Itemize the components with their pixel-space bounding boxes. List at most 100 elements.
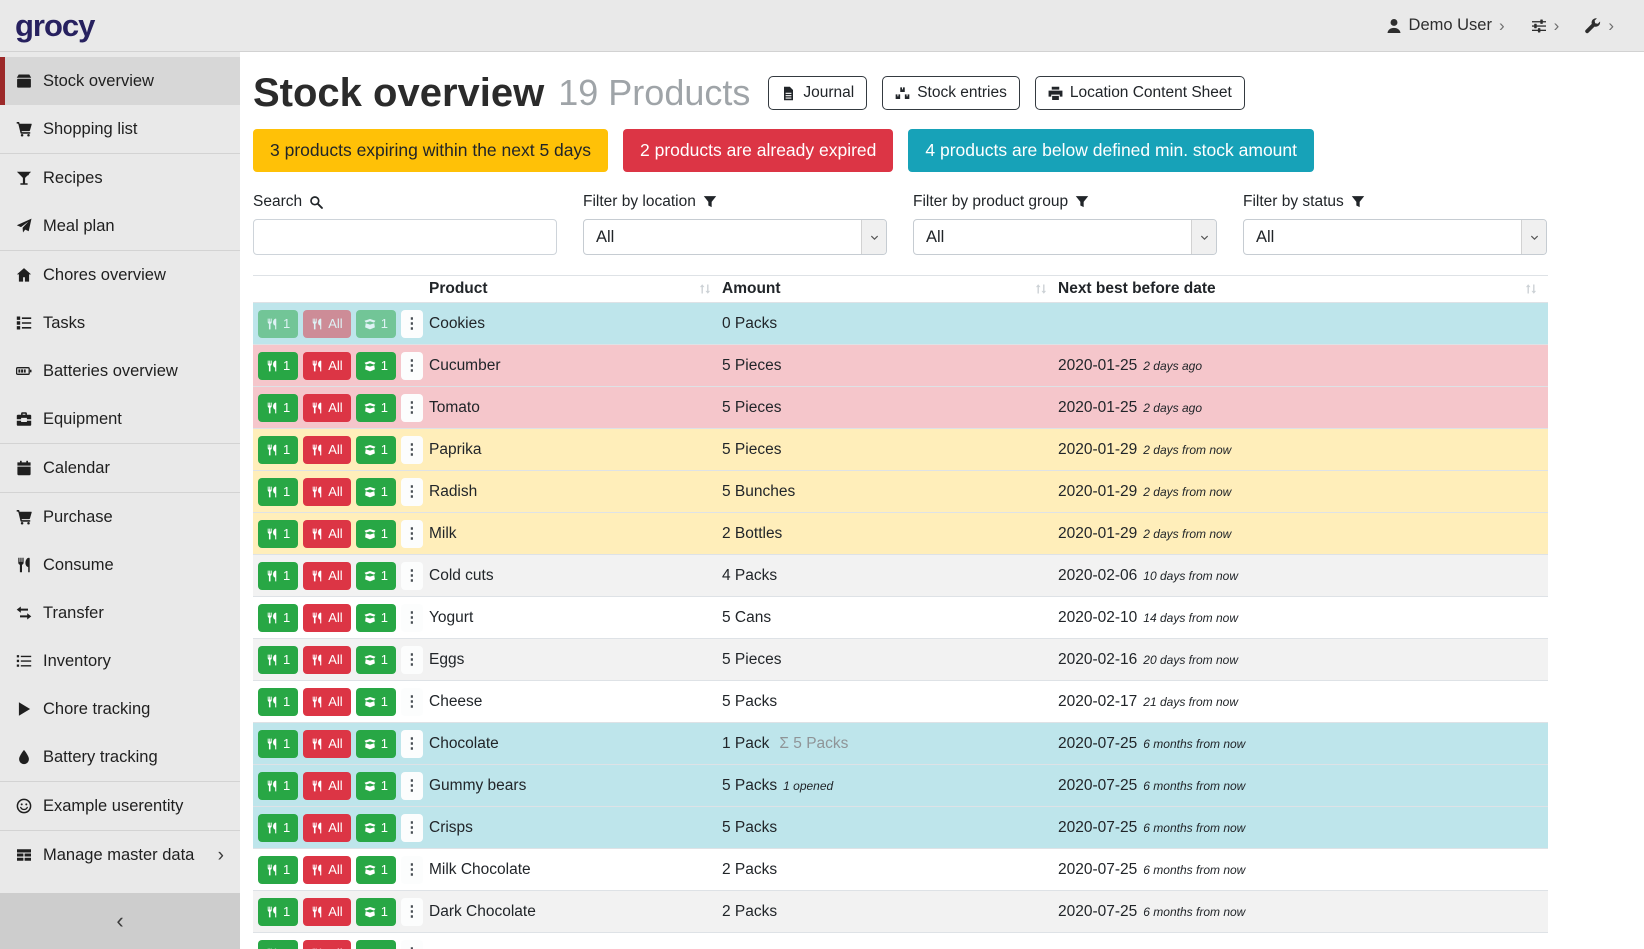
consume-all-button[interactable]: All [303,310,350,338]
consume-all-button[interactable]: All [303,478,350,506]
sidebar-item-purchase[interactable]: Purchase [0,493,240,541]
consume-all-button[interactable]: All [303,562,350,590]
sidebar-item-stock-overview[interactable]: Stock overview [0,57,240,105]
sort-icon[interactable] [1524,282,1538,296]
open-one-button[interactable]: 1 [356,478,396,506]
open-one-button[interactable]: 1 [356,562,396,590]
sidebar-item-batteries-overview[interactable]: Batteries overview [0,347,240,395]
sort-icon[interactable] [1034,282,1048,296]
row-menu-button[interactable]: ⋮ [401,352,423,380]
sidebar-item-recipes[interactable]: Recipes [0,154,240,202]
consume-one-button[interactable]: 1 [258,898,298,926]
consume-one-button[interactable]: 1 [258,730,298,758]
user-menu[interactable]: Demo User › [1386,16,1505,35]
open-one-button[interactable]: 1 [356,646,396,674]
row-menu-button[interactable]: ⋮ [401,604,423,632]
consume-one-button[interactable]: 1 [258,646,298,674]
consume-one-button[interactable]: 1 [258,856,298,884]
consume-all-button[interactable]: All [303,394,350,422]
journal-button[interactable]: Journal [768,76,867,110]
row-menu-button[interactable]: ⋮ [401,520,423,548]
sidebar-item-transfer[interactable]: Transfer [0,589,240,637]
consume-all-button[interactable]: All [303,898,350,926]
danger-banner[interactable]: 2 products are already expired [623,129,893,172]
open-one-button[interactable]: 1 [356,394,396,422]
sidebar-item-example-userentity[interactable]: Example userentity [0,782,240,830]
filter-by-location-select[interactable]: All [583,219,887,255]
open-one-button[interactable]: 1 [356,730,396,758]
consume-one-button[interactable]: 1 [258,772,298,800]
sidebar-item-battery-tracking[interactable]: Battery tracking [0,733,240,781]
info-banner[interactable]: 4 products are below defined min. stock … [908,129,1314,172]
consume-one-button[interactable]: 1 [258,520,298,548]
consume-all-button[interactable]: All [303,772,350,800]
sidebar-item-tasks[interactable]: Tasks [0,299,240,347]
open-one-button[interactable]: 1 [356,688,396,716]
admin-menu[interactable]: › [1585,17,1614,34]
consume-one-button[interactable]: 1 [258,814,298,842]
row-menu-button[interactable]: ⋮ [401,940,423,949]
consume-one-button[interactable]: 1 [258,478,298,506]
row-menu-button[interactable]: ⋮ [401,730,423,758]
open-one-button[interactable]: 1 [356,310,396,338]
sidebar-item-equipment[interactable]: Equipment [0,395,240,443]
row-menu-button[interactable]: ⋮ [401,436,423,464]
row-menu-button[interactable]: ⋮ [401,646,423,674]
app-logo[interactable]: grocy [15,8,94,44]
search-input[interactable] [253,219,557,255]
row-menu-button[interactable]: ⋮ [401,772,423,800]
consume-one-button[interactable]: 1 [258,436,298,464]
open-one-button[interactable]: 1 [356,352,396,380]
row-menu-button[interactable]: ⋮ [401,814,423,842]
row-menu-button[interactable]: ⋮ [401,856,423,884]
row-menu-button[interactable]: ⋮ [401,478,423,506]
open-one-button[interactable]: 1 [356,604,396,632]
sidebar-item-consume[interactable]: Consume [0,541,240,589]
consume-one-button[interactable]: 1 [258,688,298,716]
open-one-button[interactable]: 1 [356,814,396,842]
consume-all-button[interactable]: All [303,814,350,842]
sidebar-item-chore-tracking[interactable]: Chore tracking [0,685,240,733]
open-one-button[interactable]: 1 [356,856,396,884]
consume-all-button[interactable]: All [303,688,350,716]
open-one-button[interactable]: 1 [356,940,396,949]
consume-all-button[interactable]: All [303,730,350,758]
open-one-button[interactable]: 1 [356,898,396,926]
consume-all-button[interactable]: All [303,436,350,464]
consume-all-button[interactable]: All [303,520,350,548]
header-product[interactable]: Product [429,280,722,298]
open-one-button[interactable]: 1 [356,772,396,800]
consume-one-button[interactable]: 1 [258,394,298,422]
row-menu-button[interactable]: ⋮ [401,310,423,338]
open-one-button[interactable]: 1 [356,436,396,464]
row-menu-button[interactable]: ⋮ [401,562,423,590]
consume-one-button[interactable]: 1 [258,562,298,590]
sidebar-collapse-button[interactable]: ‹ [0,893,240,949]
sidebar-item-meal-plan[interactable]: Meal plan [0,202,240,250]
row-menu-button[interactable]: ⋮ [401,394,423,422]
open-one-button[interactable]: 1 [356,520,396,548]
sidebar-item-manage-master-data[interactable]: Manage master data › [0,831,240,879]
consume-all-button[interactable]: All [303,646,350,674]
consume-one-button[interactable]: 1 [258,604,298,632]
header-amount[interactable]: Amount [722,280,1058,298]
location-content-sheet-button[interactable]: Location Content Sheet [1035,76,1245,110]
row-menu-button[interactable]: ⋮ [401,898,423,926]
warning-banner[interactable]: 3 products expiring within the next 5 da… [253,129,608,172]
consume-all-button[interactable]: All [303,940,350,949]
header-date[interactable]: Next best before date [1058,280,1548,298]
sidebar-item-inventory[interactable]: Inventory [0,637,240,685]
stock-entries-button[interactable]: Stock entries [882,76,1020,110]
sidebar-item-calendar[interactable]: Calendar [0,444,240,492]
filter-by-status-select[interactable]: All [1243,219,1547,255]
sidebar-item-shopping-list[interactable]: Shopping list [0,105,240,153]
filter-by-product-group-select[interactable]: All [913,219,1217,255]
settings-menu[interactable]: › [1531,17,1560,34]
consume-one-button[interactable]: 1 [258,940,298,949]
consume-one-button[interactable]: 1 [258,310,298,338]
sidebar-item-chores-overview[interactable]: Chores overview [0,251,240,299]
consume-all-button[interactable]: All [303,604,350,632]
row-menu-button[interactable]: ⋮ [401,688,423,716]
consume-one-button[interactable]: 1 [258,352,298,380]
sort-icon[interactable] [698,282,712,296]
